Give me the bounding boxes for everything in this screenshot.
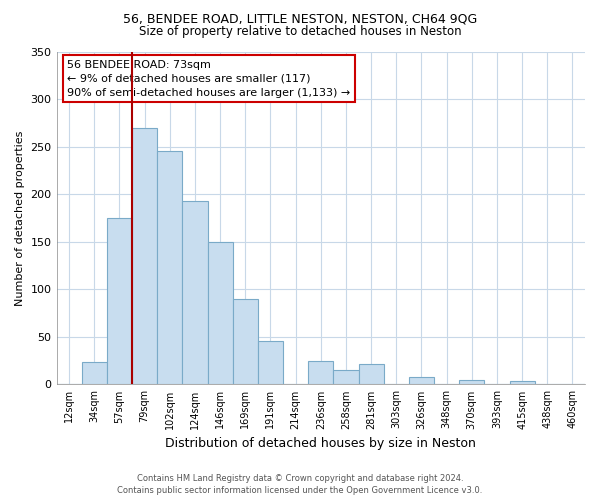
Bar <box>334 370 359 384</box>
Bar <box>258 340 283 384</box>
Bar <box>208 242 233 384</box>
Bar <box>459 380 484 384</box>
Bar <box>82 362 107 384</box>
Bar <box>233 299 258 384</box>
Text: 56, BENDEE ROAD, LITTLE NESTON, NESTON, CH64 9QG: 56, BENDEE ROAD, LITTLE NESTON, NESTON, … <box>123 12 477 26</box>
Text: Size of property relative to detached houses in Neston: Size of property relative to detached ho… <box>139 25 461 38</box>
Bar <box>132 128 157 384</box>
Bar <box>157 152 182 384</box>
Text: Contains HM Land Registry data © Crown copyright and database right 2024.
Contai: Contains HM Land Registry data © Crown c… <box>118 474 482 495</box>
Text: 56 BENDEE ROAD: 73sqm
← 9% of detached houses are smaller (117)
90% of semi-deta: 56 BENDEE ROAD: 73sqm ← 9% of detached h… <box>67 60 350 98</box>
X-axis label: Distribution of detached houses by size in Neston: Distribution of detached houses by size … <box>166 437 476 450</box>
Bar <box>359 364 383 384</box>
Bar <box>107 218 132 384</box>
Bar <box>182 201 208 384</box>
Bar <box>409 377 434 384</box>
Bar <box>509 380 535 384</box>
Bar <box>308 360 334 384</box>
Y-axis label: Number of detached properties: Number of detached properties <box>15 130 25 306</box>
